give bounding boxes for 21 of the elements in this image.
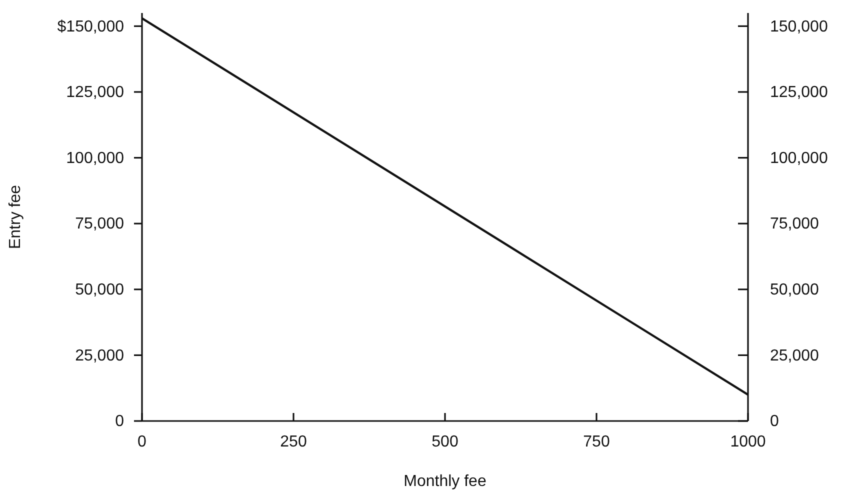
x-tick-label: 500 — [432, 433, 458, 450]
y-tick-label: 75,000 — [75, 216, 124, 233]
y2-tick-label: 150,000 — [770, 18, 828, 36]
y-tick-label: 100,000 — [66, 150, 124, 167]
x-tick-label: 250 — [280, 433, 307, 450]
x-axis-title: Monthly fee — [404, 473, 486, 490]
y-tick-label: 25,000 — [75, 347, 124, 364]
y2-tick-label: 50,000 — [770, 282, 820, 299]
y-tick-label: 0 — [115, 413, 124, 430]
y-tick-label: $150,000 — [57, 18, 124, 36]
y2-tick-label: 0 — [770, 413, 779, 430]
y-axis-title: Entry fee — [7, 184, 24, 250]
x-tick-label: 1000 — [730, 433, 766, 450]
y-tick-label: 50,000 — [75, 282, 124, 299]
x-tick-label: 0 — [138, 433, 147, 450]
y2-tick-label: 100,000 — [770, 150, 828, 167]
y-tick-label: 125,000 — [66, 84, 124, 102]
y2-tick-label: 75,000 — [770, 216, 820, 233]
y2-tick-label: 125,000 — [770, 84, 828, 102]
y2-tick-label: 25,000 — [770, 347, 820, 364]
x-tick-label: 750 — [583, 433, 610, 450]
